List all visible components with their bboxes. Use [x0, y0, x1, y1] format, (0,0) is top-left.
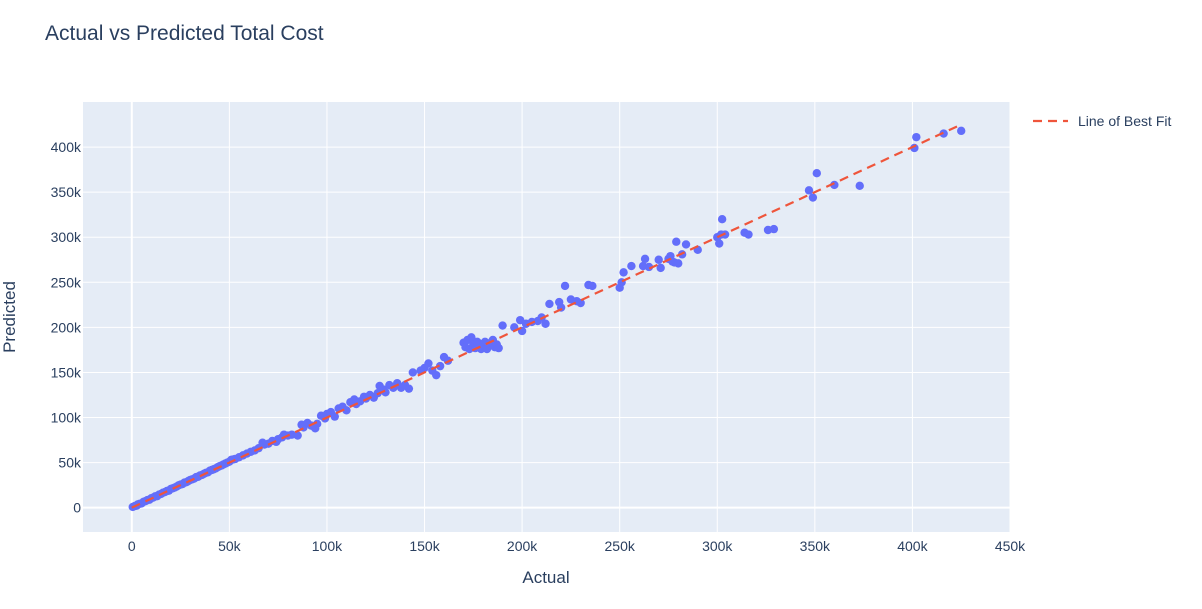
data-point — [342, 406, 351, 415]
y-tick-label: 150k — [51, 364, 82, 380]
data-point — [744, 230, 753, 239]
data-point — [293, 431, 302, 440]
x-tick-label: 250k — [605, 538, 636, 554]
data-point — [681, 240, 691, 249]
y-tick-label: 250k — [51, 274, 82, 290]
data-point — [804, 186, 814, 195]
data-point — [717, 214, 727, 224]
data-point — [432, 370, 441, 380]
data-point — [654, 255, 663, 264]
y-axis-title: Predicted — [0, 281, 19, 353]
x-tick-label: 350k — [800, 538, 831, 554]
data-point — [408, 368, 418, 377]
y-tick-label: 100k — [51, 410, 82, 426]
data-point — [494, 343, 503, 353]
data-point — [812, 169, 821, 178]
data-point — [467, 333, 476, 342]
scatter-points — [128, 126, 966, 512]
data-point — [640, 254, 650, 264]
x-tick-label: 0 — [128, 538, 136, 554]
data-point — [715, 239, 724, 248]
data-point — [576, 298, 585, 308]
data-point — [830, 180, 839, 190]
x-tick-label: 100k — [312, 538, 343, 554]
y-tick-label: 0 — [73, 500, 81, 516]
x-tick-label: 50k — [218, 538, 242, 554]
data-point — [672, 237, 681, 246]
data-point — [498, 321, 507, 330]
x-tick-label: 150k — [409, 538, 440, 554]
legend-label-best-fit: Line of Best Fit — [1078, 113, 1171, 129]
chart-title: Actual vs Predicted Total Cost — [45, 22, 324, 45]
y-tick-label: 200k — [51, 319, 82, 335]
data-point — [560, 281, 570, 291]
y-axis-ticks: 0 50k 100k 150k 200k 250k 300k 350k 400k — [51, 139, 82, 516]
data-point — [545, 299, 554, 309]
data-point — [769, 224, 779, 234]
data-point — [588, 281, 597, 291]
data-point — [404, 384, 414, 393]
x-axis-ticks: 0 50k 100k 150k 200k 250k 300k 350k 400k 450k — [128, 538, 1026, 554]
y-tick-label: 350k — [51, 184, 82, 200]
y-tick-label: 400k — [51, 139, 82, 155]
x-tick-label: 300k — [702, 538, 733, 554]
x-tick-label: 450k — [995, 538, 1026, 554]
data-point — [912, 132, 921, 142]
data-point — [644, 262, 654, 272]
data-point — [381, 388, 390, 397]
legend[interactable]: Line of Best Fit — [1033, 113, 1171, 129]
data-point — [330, 412, 339, 421]
data-point — [656, 263, 665, 273]
y-tick-label: 50k — [58, 455, 82, 471]
data-point — [674, 259, 683, 268]
data-point — [627, 261, 636, 271]
data-point — [808, 193, 818, 202]
x-axis-title: Actual — [522, 568, 569, 587]
data-point — [541, 319, 550, 328]
data-point — [424, 359, 433, 368]
best-fit-line-path — [131, 123, 962, 509]
best-fit-line — [131, 123, 962, 509]
data-point — [855, 181, 864, 191]
data-point — [312, 419, 322, 429]
data-point — [619, 268, 628, 277]
x-tick-label: 400k — [897, 538, 928, 554]
data-point — [910, 143, 919, 153]
x-tick-label: 200k — [507, 538, 538, 554]
y-tick-label: 300k — [51, 229, 82, 245]
data-point — [435, 361, 445, 371]
data-point — [957, 126, 966, 136]
